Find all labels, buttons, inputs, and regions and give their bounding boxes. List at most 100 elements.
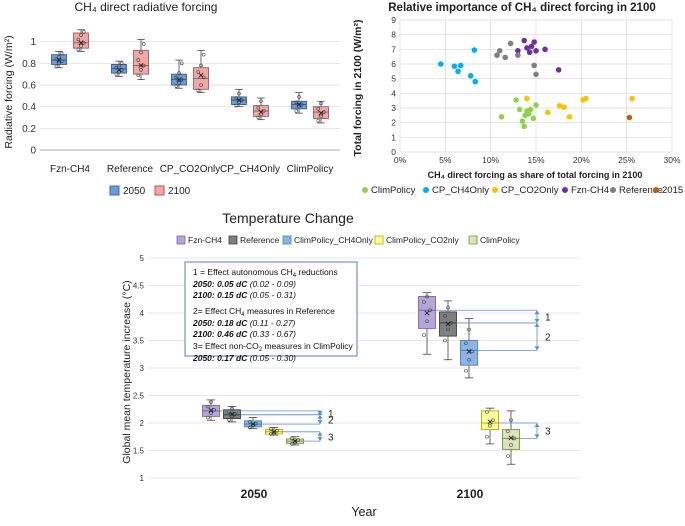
legend-label-2050: 2050 [123, 186, 146, 197]
temp-box-ClimPolicy_CH4Only-2050 [244, 417, 262, 430]
y-tick-label: 4 [391, 88, 396, 98]
box-2100-Reference-body [133, 49, 149, 75]
chart-a-title-text: CH₄ direct radiative forcing [75, 0, 218, 14]
box-2050-Fzn-CH4-point [54, 64, 59, 69]
bracket-label-1: 1 [545, 313, 551, 324]
bracket-arrow-down [317, 410, 323, 415]
point-Fzn-CH4 [515, 48, 521, 54]
box-2050-Reference-point [117, 70, 121, 74]
temp-box-ClimPolicy-2100-point [509, 418, 513, 423]
y-tick-label: 3.5 [133, 337, 145, 346]
box-2050-ClimPolicy-mean-marker [296, 101, 302, 108]
point-CP_CH4Only [455, 68, 461, 75]
x-tick-label: 25% [618, 155, 635, 165]
legend-swatch-Reference [228, 235, 238, 245]
box-2100-CP_CO2Only-point [201, 75, 206, 80]
point-CP_CH4Only [451, 63, 458, 69]
temp-box-ClimPolicy_CH4Only-2100-point [467, 327, 471, 332]
temp-box-ClimPolicy_CH4Only-2050-point [248, 425, 252, 430]
box-2100-CP_CO2Only-mean-marker [198, 72, 204, 78]
y-tick-label: 0 [391, 147, 396, 157]
box-2100-CP_CO2Only-point [199, 63, 203, 68]
box-2100-CP_CH4Only-point [256, 115, 261, 120]
box-2100-Fzn-CH4-body [73, 32, 89, 49]
temp-box-ClimPolicy_CH4Only-2100-point [470, 349, 474, 354]
y-tick-label: 5 [391, 74, 396, 84]
box-2050-Reference [111, 60, 127, 77]
temp-box-Fzn-CH4-2100-point [428, 308, 432, 313]
legend-label-CP_CO2Only: CP_CO2Only [501, 185, 559, 196]
chart-a-legend: 2050 2100 [109, 185, 191, 197]
y-tick-label: 4.5 [133, 282, 145, 291]
annotation-effect-1-title: 1 = Effect autonomous CH4 reductions [193, 267, 338, 279]
temp-box-ClimPolicy_CO2nly-2100-point [485, 434, 489, 439]
y-tick-label: 2 [140, 419, 145, 428]
annotation-effect-2-title: 2= Effect CH4 measures in Reference [193, 306, 335, 318]
point-Fzn-CH4 [531, 39, 537, 45]
legend-label-Reference: Reference [240, 235, 279, 245]
chart-b-y-axis-label: Total forcing in 2100 (W/m²) [352, 20, 364, 157]
temp-box-Fzn-CH4-2100-point [422, 300, 426, 304]
point-ClimPolicy [519, 118, 526, 124]
box-2100-Reference-point [136, 73, 141, 78]
x-tick-label: 10% [482, 155, 499, 165]
bracket-label-2: 2 [545, 333, 551, 344]
box-2100-Fzn-CH4 [73, 29, 89, 52]
chart-c-legend: Fzn-CH4 Reference ClimPolicy_CH4Only ClimPo… [176, 235, 520, 245]
temp-box-ClimPolicy-2100-point [506, 454, 510, 458]
point-Reference [494, 52, 500, 58]
temp-box-Reference-2050-mean-marker [229, 411, 235, 417]
chart-b-title-text: Relative importance of CH₄ direct forcin… [388, 2, 656, 14]
box-2050-Reference-point [114, 72, 119, 76]
point-ClimPolicy [527, 106, 534, 113]
box-2100-CP_CH4Only [253, 97, 269, 121]
legend-swatch-Fzn-CH4 [176, 235, 186, 245]
box-2050-Reference-point [119, 61, 124, 66]
legend-swatch-2050 [109, 185, 120, 196]
point-Fzn-CH4 [521, 37, 528, 44]
legend-swatch-ClimPolicy_CH4Only [282, 235, 292, 245]
box-2100-Fzn-CH4-point [81, 30, 86, 34]
bracket-arrow-up [317, 414, 323, 419]
annotation-effect-2-2100: 2100: 0.46 dC (0.33 - 0.67) [192, 329, 296, 339]
legend-label-ClimPolicy_CH4Only: ClimPolicy_CH4Only [294, 235, 374, 245]
chart-a-y-axis-label: Radiative forcing (W/m²) [3, 35, 15, 148]
temp-box-ClimPolicy-2100-mean-marker [508, 435, 514, 441]
chart-b-legend: ClimPolicy CP_CH4Only CP_CO2Only Fzn-CH4 Ref… [362, 185, 683, 196]
legend-marker-CP_CH4Only [423, 187, 429, 193]
temperature-change-chart: Temperature Change Fzn-CH4 Reference ClimP… [121, 210, 580, 519]
box-2050-Reference-mean-marker [116, 67, 122, 73]
box-2050-CP_CO2Only-point [179, 77, 184, 82]
box-2050-ClimPolicy-point [294, 100, 299, 105]
bracket-label-3: 3 [545, 427, 551, 438]
temp-box-ClimPolicy_CH4Only-2100-point [467, 357, 471, 362]
box-2050-CP_CO2Only-point [174, 84, 179, 88]
chart-a-title: CH₄ direct radiative forcing [75, 0, 218, 14]
point-CP_CH4Only [438, 61, 444, 67]
y-tick-label: 6 [391, 59, 396, 69]
point-Fzn-CH4 [524, 45, 530, 51]
x-tick-label: 5% [439, 155, 452, 165]
chart-c-group-2100: 2100 [457, 487, 484, 501]
box-2100-Fzn-CH4-point [79, 33, 83, 37]
box-2100-Fzn-CH4-point [76, 47, 81, 52]
legend-label-Fzn-CH4: Fzn-CH4 [188, 235, 222, 245]
chart-b-x-ticks: 0% 5% 10% 15% 20% 25% 30% [394, 155, 681, 165]
point-CP_CO2Only [566, 114, 573, 120]
legend-marker-Reference [610, 187, 616, 193]
effects-annotation-box: 1 = Effect autonomous CH4 reductions 205… [184, 261, 358, 363]
box-2050-CP_CH4Only-point [237, 100, 241, 105]
point-2015 [626, 114, 633, 121]
annotation-frame [184, 261, 358, 357]
y-tick-label: 0 [30, 146, 36, 157]
box-2050-Reference-point [114, 65, 119, 70]
y-tick-label: 3 [391, 103, 396, 113]
y-tick-label: 1 [140, 474, 145, 483]
box-2050-ClimPolicy-point [297, 95, 301, 99]
box-2100-Reference [133, 39, 149, 80]
box-2100-CP_CH4Only-mean-marker [258, 109, 264, 115]
temp-box-ClimPolicy_CO2nly-2050 [265, 426, 283, 436]
chart-c-group-2050: 2050 [241, 487, 268, 501]
temp-box-ClimPolicy-2050-point [290, 442, 294, 446]
